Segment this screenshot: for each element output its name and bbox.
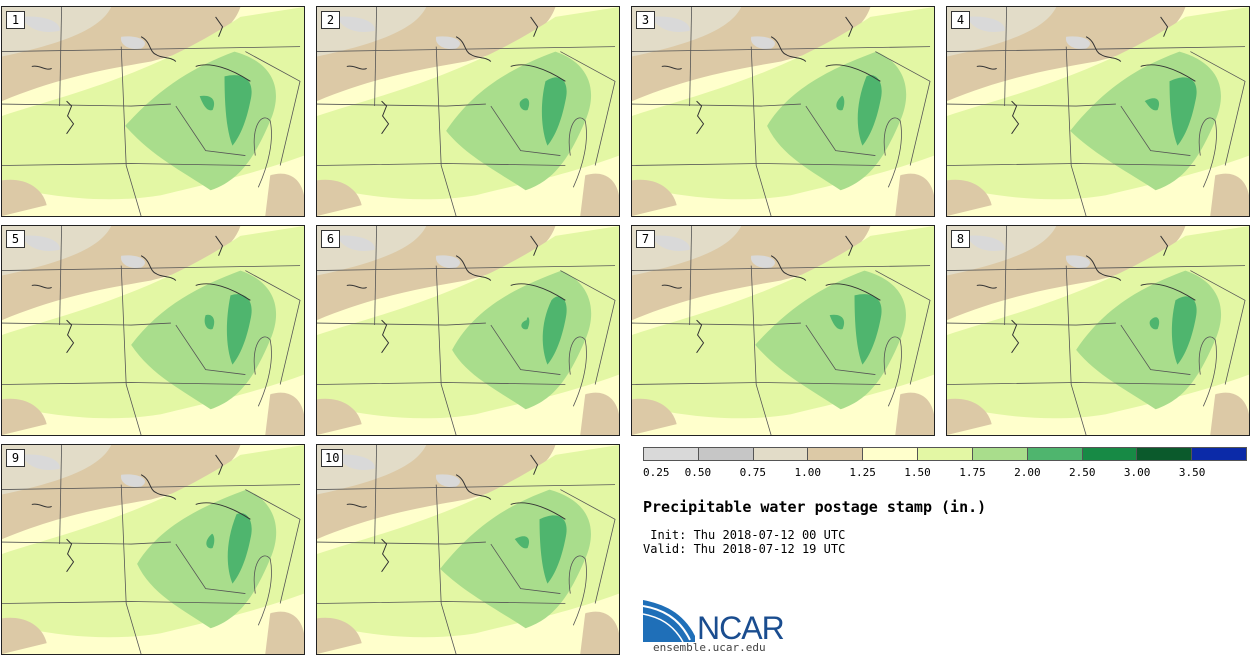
ncar-logo-icon xyxy=(643,600,695,642)
postage-stamp-1[interactable]: 1 xyxy=(1,6,305,217)
colorbar-swatch xyxy=(644,448,699,460)
postage-stamp-6[interactable]: 6 xyxy=(316,225,620,436)
postage-stamp-5[interactable]: 5 xyxy=(1,225,305,436)
stamp-label: 7 xyxy=(636,230,655,248)
stamp-label: 2 xyxy=(321,11,340,29)
stamp-label: 8 xyxy=(951,230,970,248)
colorbar-swatch xyxy=(808,448,864,460)
postage-stamp-9[interactable]: 9 xyxy=(1,444,305,655)
postage-stamp-4[interactable]: 4 xyxy=(946,6,1250,217)
colorbar-swatch xyxy=(1137,448,1193,460)
stamp-label: 1 xyxy=(6,11,25,29)
colorbar-tick: 0.75 xyxy=(739,466,767,479)
colorbar-swatch xyxy=(698,448,754,460)
colorbar-tick: 1.50 xyxy=(904,466,931,479)
colorbar-tick: 1.00 xyxy=(794,466,821,479)
postage-stamp-10[interactable]: 10 xyxy=(316,444,620,655)
page-title: Precipitable water postage stamp (in.) xyxy=(643,498,987,516)
stamp-label: 9 xyxy=(6,449,25,467)
colorbar-tick: 3.50 xyxy=(1178,466,1206,479)
colorbar-ticks: 0.25 0.50 0.75 1.00 1.25 1.50 1.75 2.00 2.50 3.00… xyxy=(643,466,1247,480)
colorbar-tick: 1.25 xyxy=(849,466,876,479)
stamp-label: 3 xyxy=(636,11,655,29)
stamp-label: 10 xyxy=(321,449,344,467)
logo-url: ensemble.ucar.edu xyxy=(653,641,766,654)
colorbar-swatch xyxy=(1082,448,1138,460)
postage-stamp-8[interactable]: 8 xyxy=(946,225,1250,436)
colorbar xyxy=(643,447,1247,461)
colorbar-swatch xyxy=(972,448,1028,460)
colorbar-swatch xyxy=(863,448,919,460)
stamp-label: 5 xyxy=(6,230,25,248)
stamp-label: 6 xyxy=(321,230,340,248)
postage-stamp-7[interactable]: 7 xyxy=(631,225,935,436)
colorbar-tick: 0.25 xyxy=(643,466,670,479)
colorbar-swatch xyxy=(1192,448,1246,460)
postage-stamp-3[interactable]: 3 xyxy=(631,6,935,217)
colorbar-tick: 0.50 xyxy=(684,466,712,479)
colorbar-tick: 1.75 xyxy=(959,466,986,479)
stamp-label: 4 xyxy=(951,11,970,29)
colorbar-tick: 2.50 xyxy=(1069,466,1096,479)
logo-text: NCAR xyxy=(697,610,785,646)
colorbar-swatch xyxy=(753,448,809,460)
colorbar-tick: 3.00 xyxy=(1123,466,1151,479)
init-time: Init: Thu 2018-07-12 00 UTC xyxy=(643,528,846,542)
colorbar-swatch xyxy=(1027,448,1083,460)
colorbar-tick: 2.00 xyxy=(1014,466,1041,479)
valid-time: Valid: Thu 2018-07-12 19 UTC xyxy=(643,542,846,556)
colorbar-swatch xyxy=(918,448,973,460)
postage-stamp-2[interactable]: 2 xyxy=(316,6,620,217)
